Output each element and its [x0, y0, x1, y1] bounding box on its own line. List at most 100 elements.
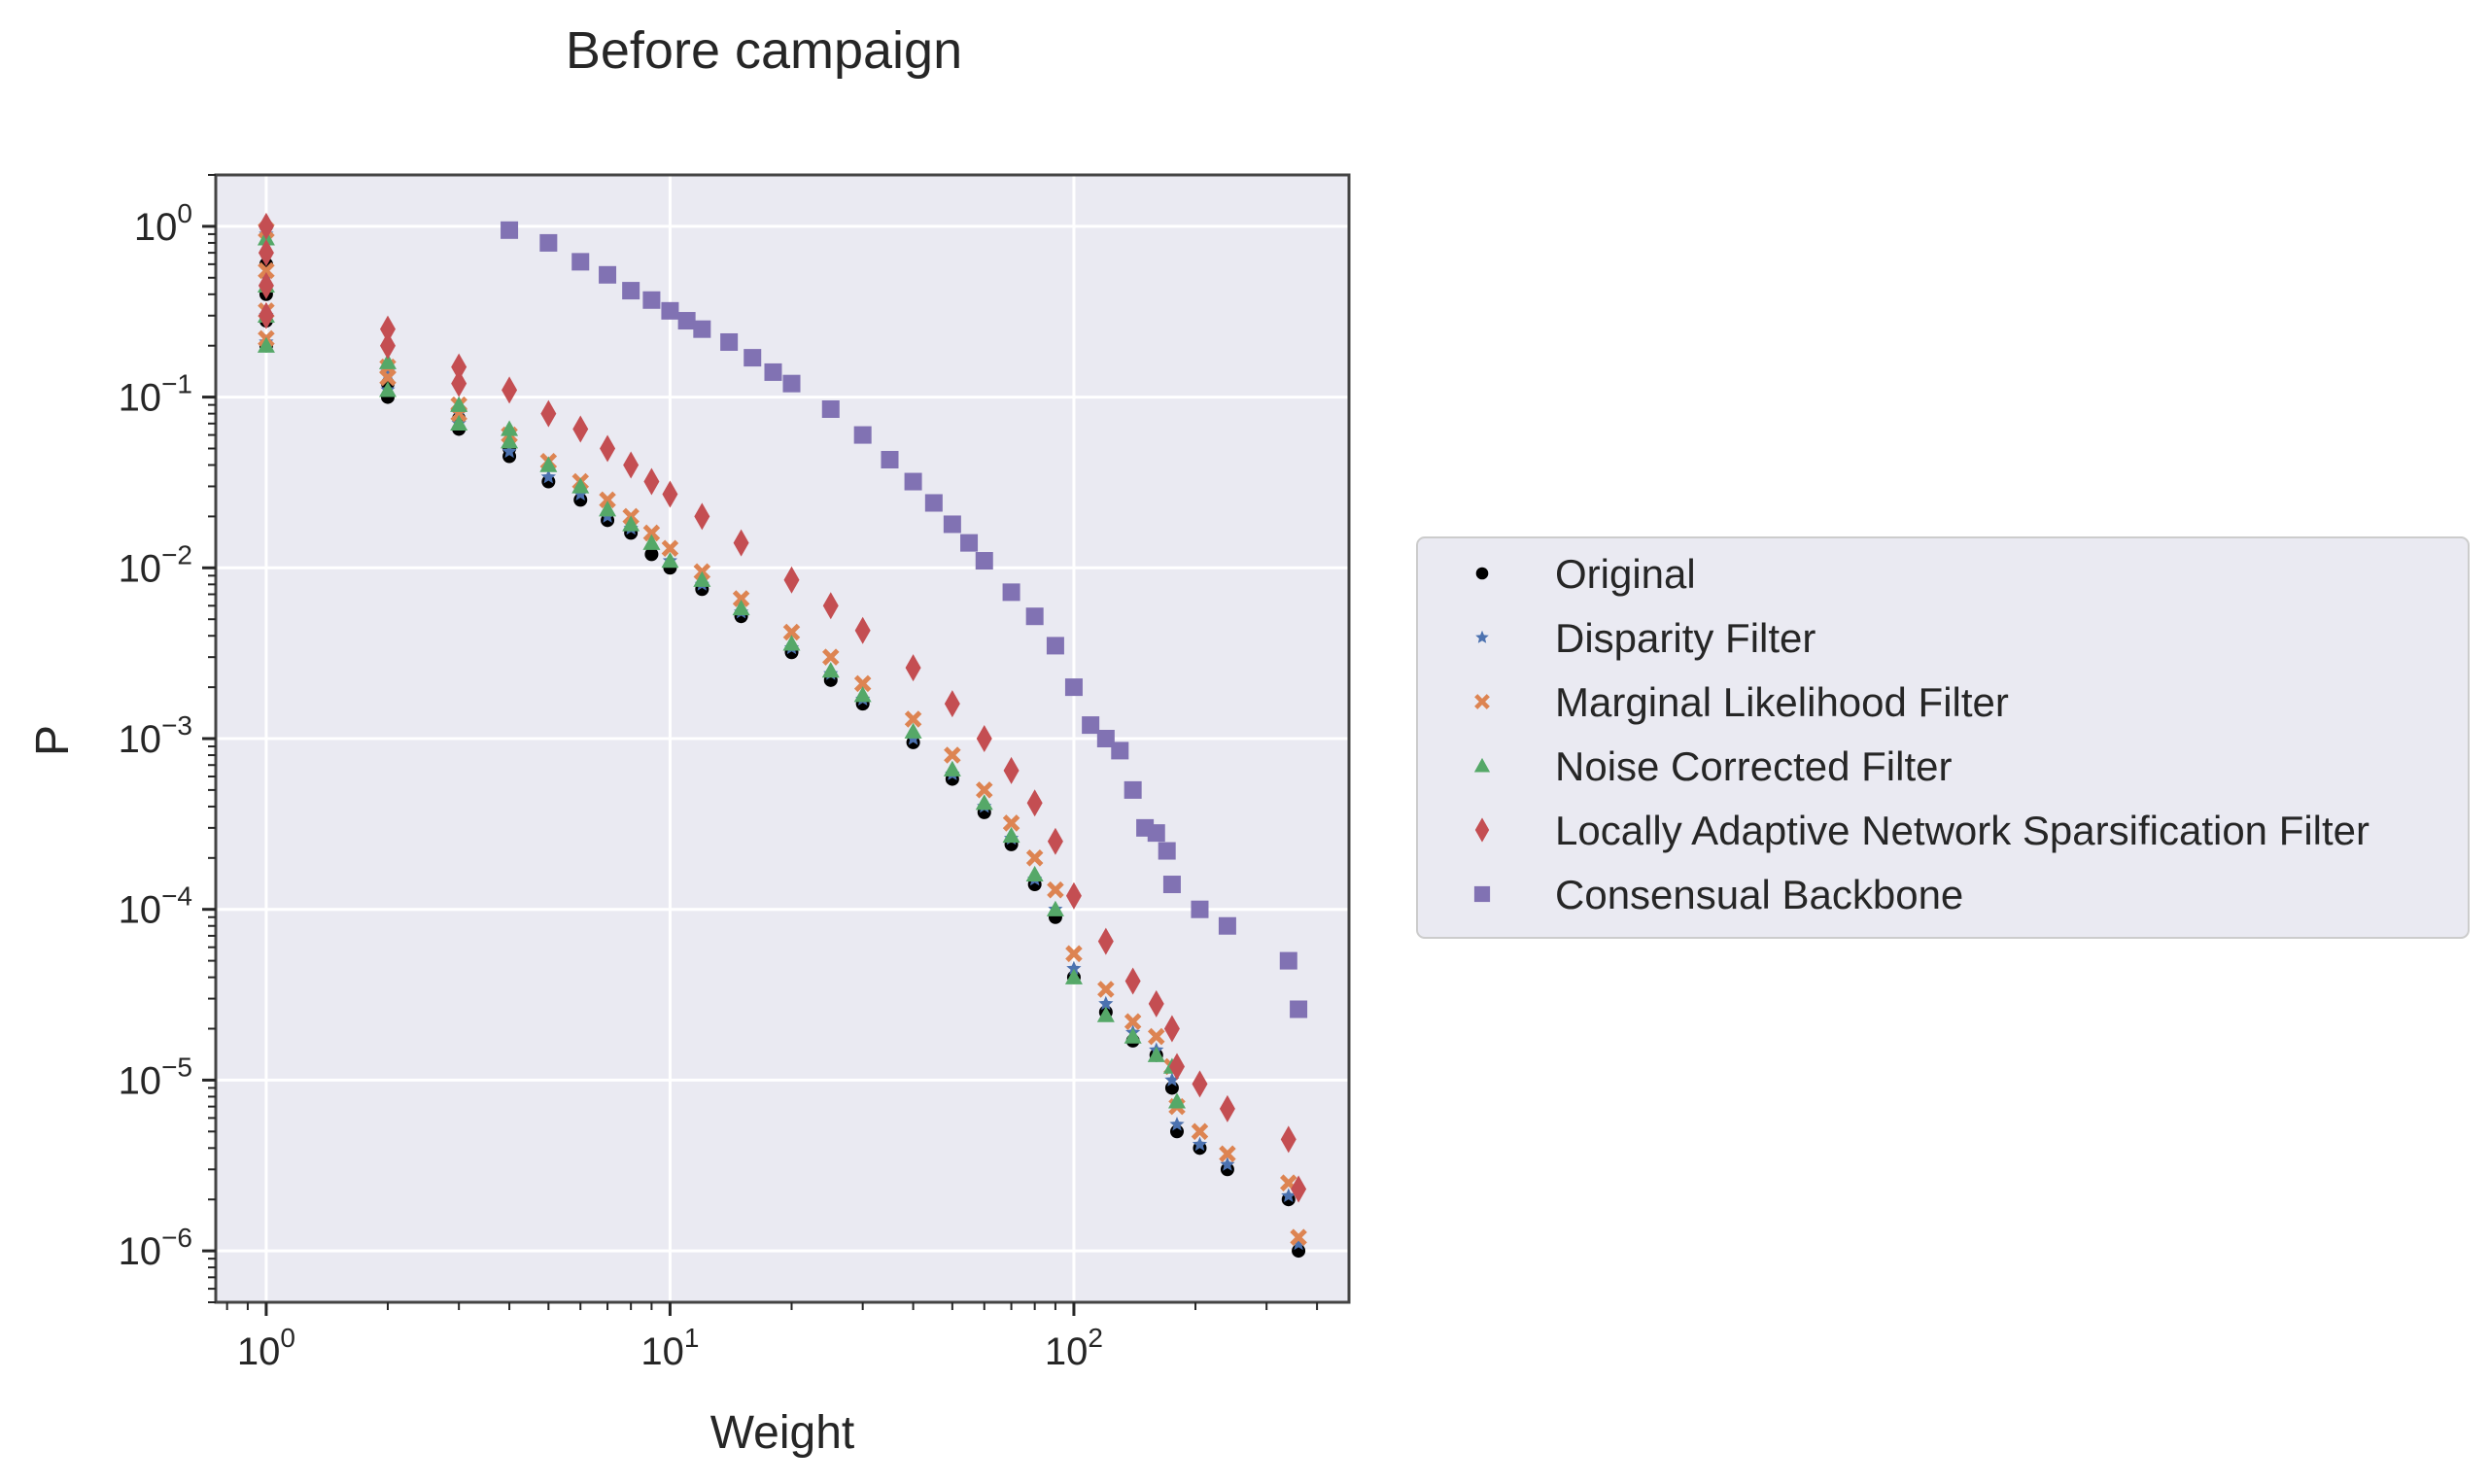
data-point	[1026, 789, 1043, 817]
data-point	[924, 494, 943, 512]
data-point	[1290, 1000, 1308, 1018]
data-point	[1147, 1027, 1165, 1046]
data-point	[571, 253, 590, 271]
data-point	[853, 426, 872, 444]
data-point	[975, 552, 993, 570]
data-point	[1280, 1125, 1297, 1154]
data-point	[1124, 1013, 1142, 1031]
legend-label: Locally Adaptive Network Sparsification …	[1555, 808, 2369, 853]
data-point	[642, 534, 661, 550]
data-point	[1147, 1046, 1165, 1062]
data-point	[1169, 1053, 1186, 1081]
data-point	[1097, 981, 1115, 998]
data-point	[881, 450, 899, 468]
y-tick-label: 10−2	[119, 539, 192, 590]
data-point	[1098, 995, 1114, 1011]
data-point	[782, 623, 801, 641]
data-point	[623, 451, 640, 479]
y-tick-label: 10−4	[119, 881, 192, 932]
legend-marker	[1473, 757, 1491, 773]
data-point	[1002, 583, 1020, 602]
data-point	[258, 301, 274, 329]
legend-box	[1416, 536, 2470, 939]
legend-marker	[1475, 630, 1489, 643]
data-point	[539, 456, 558, 472]
data-point	[1025, 607, 1044, 626]
data-point	[822, 648, 840, 666]
data-point	[944, 746, 961, 764]
data-point	[599, 500, 617, 517]
data-point	[642, 524, 661, 542]
data-point	[782, 374, 801, 393]
chart-title: Before campaign	[566, 21, 962, 80]
data-point	[1025, 865, 1044, 882]
data-point	[905, 654, 921, 682]
y-tick-label: 100	[134, 198, 192, 249]
series-layer	[257, 212, 1308, 1259]
data-point	[693, 320, 711, 338]
legend-marker	[1475, 567, 1489, 580]
data-point	[1065, 945, 1083, 963]
data-point	[1147, 824, 1165, 843]
data-point	[1163, 1015, 1180, 1043]
data-point	[1148, 989, 1164, 1018]
data-point	[599, 491, 616, 509]
data-point	[540, 468, 556, 484]
data-point	[501, 376, 518, 404]
data-point	[733, 529, 749, 557]
data-point	[258, 271, 274, 299]
data-point	[1002, 814, 1020, 832]
tick-labels: 100 101 102 100 10−1 10−2 10−3 10−4 10−5 10−6	[119, 198, 1103, 1373]
y-axis-label: P	[27, 725, 79, 756]
data-point	[600, 434, 616, 463]
legend-marker	[1474, 817, 1490, 843]
data-point	[1164, 1072, 1180, 1087]
data-point	[450, 396, 468, 412]
data-point	[904, 472, 922, 491]
data-point	[764, 362, 782, 381]
data-point	[599, 265, 617, 284]
data-point	[540, 399, 557, 428]
data-point	[258, 261, 275, 280]
data-point	[975, 781, 993, 799]
data-point	[643, 467, 660, 496]
data-point	[976, 725, 992, 752]
grid-lines	[216, 175, 1349, 1302]
data-point	[661, 539, 679, 558]
data-point	[572, 486, 588, 500]
data-point	[1064, 968, 1083, 984]
data-point	[257, 336, 275, 353]
data-point	[379, 315, 396, 343]
legend-marker	[1474, 694, 1490, 709]
data-point	[541, 474, 556, 489]
data-point	[1220, 1156, 1235, 1171]
data-point	[782, 635, 801, 651]
data-point	[1220, 1162, 1234, 1177]
data-point	[783, 566, 800, 594]
data-point	[378, 353, 397, 369]
series-3	[257, 229, 1187, 1109]
data-point	[1124, 1027, 1142, 1044]
y-tick-label: 10−1	[119, 369, 192, 420]
data-point	[1124, 967, 1141, 995]
legend: Original Disparity Filter Marginal Likelih…	[1416, 536, 2470, 939]
data-point	[539, 233, 558, 252]
data-point	[1003, 756, 1020, 784]
data-point	[1219, 1094, 1235, 1122]
data-point	[622, 282, 640, 300]
series-5	[501, 221, 1308, 1018]
legend-label: Noise Corrected Filter	[1555, 743, 1952, 789]
data-point	[1047, 827, 1063, 855]
x-axis-label: Weight	[710, 1407, 855, 1459]
data-point	[904, 722, 922, 739]
data-point	[1192, 1136, 1208, 1152]
data-point	[379, 331, 396, 360]
data-point	[644, 547, 659, 562]
data-point	[943, 760, 961, 777]
legend-label: Consensual Backbone	[1555, 872, 1963, 917]
axis-ticks	[202, 174, 1319, 1316]
data-point	[450, 414, 468, 431]
data-point	[1065, 881, 1082, 910]
data-point	[1046, 900, 1064, 916]
data-point	[1066, 960, 1082, 976]
